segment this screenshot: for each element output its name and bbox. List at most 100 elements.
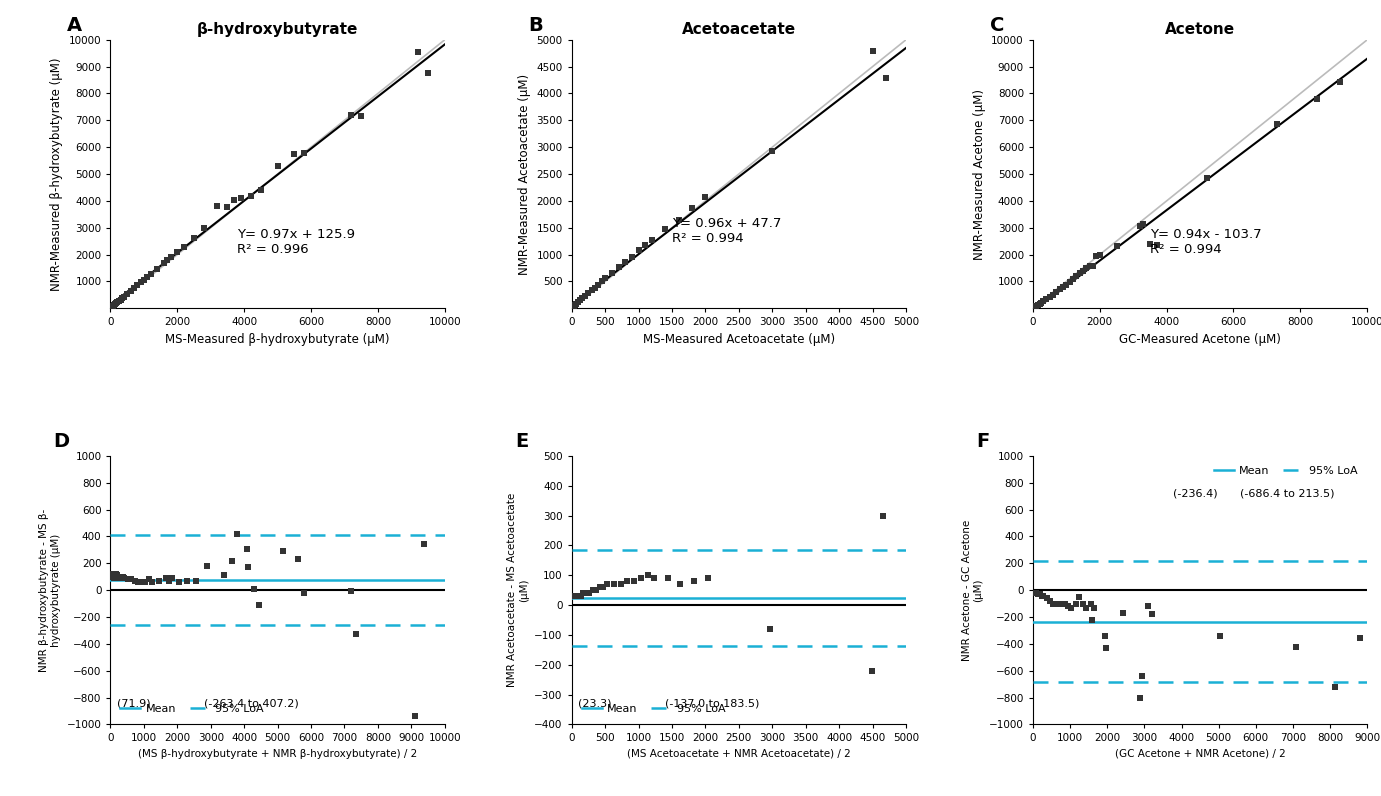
- Point: [283, 147, 305, 160]
- Text: F: F: [976, 431, 989, 451]
- Text: C: C: [990, 16, 1004, 35]
- Point: [116, 573, 138, 586]
- Point: [139, 267, 162, 280]
- Point: [138, 573, 160, 586]
- Point: [1039, 595, 1061, 607]
- Point: [105, 568, 127, 580]
- Point: [267, 160, 289, 173]
- Point: [1029, 587, 1051, 600]
- X-axis label: MS-Measured β-hydroxybutyrate (μM): MS-Measured β-hydroxybutyrate (μM): [166, 333, 389, 345]
- Point: [293, 146, 315, 159]
- Point: [1080, 597, 1102, 610]
- Point: [185, 575, 207, 587]
- Point: [133, 274, 155, 287]
- Point: [1083, 601, 1105, 614]
- Point: [630, 572, 652, 584]
- Point: [104, 571, 126, 583]
- Point: [106, 296, 128, 309]
- Point: [594, 271, 616, 284]
- Point: [1079, 259, 1101, 272]
- Point: [562, 590, 584, 603]
- Point: [562, 300, 584, 313]
- Point: [226, 528, 249, 540]
- Point: [162, 572, 184, 584]
- Point: [616, 575, 638, 587]
- Point: [1061, 601, 1083, 614]
- Point: [1045, 286, 1068, 298]
- Point: [405, 710, 427, 723]
- Point: [101, 571, 123, 583]
- Y-axis label: NMR Acetone - GC Acetone
(μM): NMR Acetone - GC Acetone (μM): [963, 520, 983, 661]
- Point: [1072, 597, 1094, 610]
- Point: [148, 575, 170, 587]
- Point: [99, 302, 122, 314]
- Point: [1095, 642, 1117, 654]
- Point: [670, 578, 692, 591]
- Point: [166, 246, 188, 259]
- Point: [657, 572, 679, 584]
- Point: [1030, 296, 1052, 309]
- Point: [217, 201, 239, 213]
- Point: [862, 44, 884, 57]
- Point: [621, 251, 644, 263]
- Point: [206, 200, 228, 213]
- Point: [105, 298, 127, 310]
- Point: [563, 590, 586, 603]
- Point: [1286, 640, 1308, 653]
- Text: Y= 0.97x + 125.9
R² = 0.996: Y= 0.97x + 125.9 R² = 0.996: [238, 228, 355, 256]
- Legend: Mean, 95% LoA: Mean, 95% LoA: [116, 700, 268, 719]
- Point: [124, 575, 146, 587]
- Point: [572, 587, 594, 599]
- Point: [146, 262, 168, 275]
- Point: [102, 571, 124, 583]
- Legend: Mean, 95% LoA: Mean, 95% LoA: [577, 700, 729, 719]
- Point: [570, 590, 592, 603]
- Point: [120, 573, 142, 586]
- Point: [597, 578, 619, 591]
- Point: [243, 583, 265, 595]
- Point: [1050, 597, 1072, 610]
- Point: [141, 576, 163, 588]
- Point: [584, 281, 606, 294]
- X-axis label: (MS β-hydroxybutyrate + NMR β-hydroxybutyrate) / 2: (MS β-hydroxybutyrate + NMR β-hydroxybut…: [138, 749, 417, 759]
- Point: [102, 299, 124, 312]
- Point: [1065, 597, 1087, 610]
- Point: [608, 261, 630, 274]
- Point: [579, 587, 601, 599]
- Point: [1330, 76, 1352, 88]
- Text: (-236.4): (-236.4): [1174, 488, 1218, 498]
- Text: D: D: [54, 431, 70, 451]
- Text: B: B: [529, 16, 543, 35]
- Text: E: E: [515, 431, 528, 451]
- Point: [153, 256, 175, 269]
- Point: [108, 572, 130, 584]
- Point: [104, 572, 126, 584]
- Point: [130, 276, 152, 289]
- Point: [574, 587, 597, 599]
- Point: [127, 576, 149, 588]
- Point: [108, 295, 130, 307]
- X-axis label: MS-Measured Acetoacetate (μM): MS-Measured Acetoacetate (μM): [642, 333, 836, 345]
- Point: [1054, 597, 1076, 610]
- Point: [104, 298, 126, 311]
- Point: [586, 583, 608, 596]
- Point: [641, 234, 663, 247]
- Point: [102, 571, 124, 583]
- Point: [1112, 607, 1134, 619]
- Point: [101, 568, 123, 580]
- Point: [240, 189, 262, 202]
- Point: [566, 590, 588, 603]
- Point: [109, 293, 131, 306]
- Point: [1069, 267, 1091, 279]
- Point: [1059, 276, 1081, 289]
- Point: [592, 581, 615, 594]
- Y-axis label: NMR-Measured Acetoacetate (μM): NMR-Measured Acetoacetate (μM): [518, 73, 530, 275]
- Point: [761, 145, 783, 158]
- Point: [569, 294, 591, 306]
- Text: A: A: [68, 16, 81, 35]
- Point: [105, 297, 127, 310]
- Point: [407, 45, 429, 58]
- Point: [1208, 630, 1230, 642]
- Text: (71.9): (71.9): [117, 698, 151, 708]
- Y-axis label: NMR β-hydroxybutyrate - MS β-
hydroxybutyrate (μM): NMR β-hydroxybutyrate - MS β- hydroxybut…: [40, 509, 61, 672]
